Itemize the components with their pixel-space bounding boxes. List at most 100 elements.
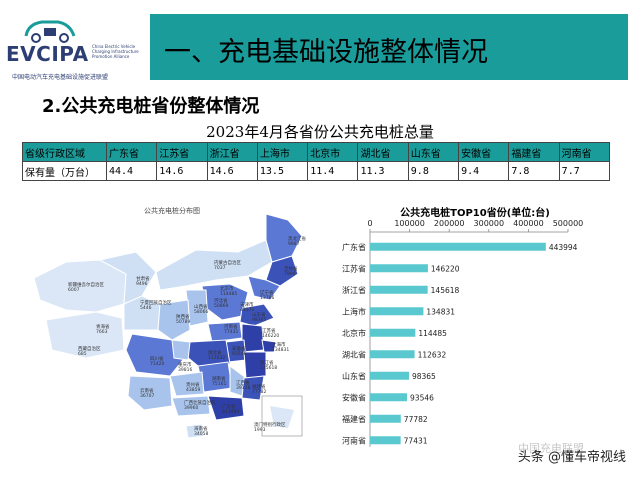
table-header-cell: 河南省 <box>558 142 611 162</box>
map-province-label: 重庆市 <box>178 361 192 368</box>
brand-english: China Electric Vehicle Charging Infrastr… <box>92 44 139 59</box>
category-label: 上海市 <box>342 306 366 316</box>
bar-value-label: 146220 <box>431 264 460 273</box>
map-province-label: 湖南省 <box>212 375 226 382</box>
map-province-value: 6007 <box>68 287 80 293</box>
map-province-label: 广东省 <box>222 403 236 410</box>
map-province-value: 50869 <box>214 303 228 309</box>
map-province-label: 天津市 <box>240 301 254 308</box>
bar <box>370 264 428 273</box>
map-province-value: 50789 <box>176 319 190 325</box>
map-province-value: 443994 <box>222 409 239 415</box>
map-province-label: 西藏自治区 <box>78 345 101 352</box>
map-province-value: 7663 <box>96 329 108 335</box>
category-label: 山东省 <box>342 371 366 381</box>
map-province-label: 辽宁省 <box>260 289 274 296</box>
bar <box>370 328 416 337</box>
map-province-value: 39128 <box>236 385 250 391</box>
bar-value-label: 93546 <box>410 393 434 402</box>
bar-value-label: 77782 <box>404 415 428 424</box>
distribution-map: 黑龙江省 9887 吉林省 7994 辽宁省 13786 内蒙古自治区 7037 北京市 1144… <box>26 200 318 458</box>
table-header-row: 省级行政区域 广东省 江苏省 浙江省 上海市 北京市 湖北省 山东省 安徽省 福… <box>22 142 611 162</box>
title-bar: 一、充电基础设施整体情况 <box>150 14 628 80</box>
map-province-label: 安徽省 <box>232 345 246 352</box>
map-province-label: 山东省 <box>252 311 266 318</box>
x-tick-label: 0 <box>367 219 372 228</box>
table-header-cell: 上海市 <box>256 142 309 162</box>
category-label: 浙江省 <box>342 285 366 295</box>
table-cell: 14.6 <box>206 161 258 181</box>
table-header-cell: 广东省 <box>105 142 158 162</box>
x-tick-label: 200000 <box>434 219 465 228</box>
map-province-label: 内蒙古自治区 <box>214 259 241 266</box>
map-province-label: 江西省 <box>236 379 250 386</box>
map-province-value: 77782 <box>252 389 266 395</box>
bar <box>370 285 428 294</box>
category-label: 福建省 <box>342 414 366 424</box>
map-province-value: 134831 <box>272 347 289 353</box>
evcipa-logo: EVCIPA China Electric Vehicle Charging I… <box>4 10 144 84</box>
bar <box>370 414 401 423</box>
table-cell: 11.3 <box>357 161 409 181</box>
map-province-label: 广西壮族自治区 <box>184 399 216 406</box>
map-province-value: 75161 <box>212 381 226 387</box>
bar <box>370 242 546 251</box>
x-tick-label: 300000 <box>474 219 505 228</box>
table-header-cell: 福建省 <box>508 142 560 162</box>
table-cell: 9.4 <box>458 161 510 181</box>
map-province-label: 青海省 <box>96 323 110 330</box>
table-cell: 13.5 <box>256 161 309 181</box>
province-table: 省级行政区域 广东省 江苏省 浙江省 上海市 北京市 湖北省 山东省 安徽省 福… <box>22 142 611 181</box>
map-province-label: 福建省 <box>252 383 266 390</box>
category-label: 安徽省 <box>342 392 366 402</box>
chart-title: 公共充电桩TOP10省份(单位:台) <box>400 208 550 219</box>
table-row: 保有量（万台） 44.4 14.6 14.6 13.5 11.4 11.3 9.… <box>22 161 611 181</box>
map-province-label: 浙江省 <box>260 359 274 366</box>
map-province-value: 39960 <box>184 405 198 411</box>
bar-value-label: 98365 <box>412 372 436 381</box>
section-title: 2.公共充电桩省份整体情况 <box>42 96 260 117</box>
map-province-label: 上海市 <box>272 341 286 348</box>
map-province-label: 陕西省 <box>176 313 190 320</box>
category-label: 广东省 <box>342 242 366 252</box>
map-province-label: 贵州省 <box>186 381 200 388</box>
table-header-cell: 安徽省 <box>458 142 510 162</box>
map-province-value: 43571 <box>240 307 254 313</box>
bar-chart-svg: 0 100000 200000 300000 400000 500000 广东省 443994… <box>342 219 584 447</box>
map-province-value: 43859 <box>186 387 200 393</box>
brand-name: EVCIPA <box>6 42 89 66</box>
map-province-value: 5446 <box>140 305 152 311</box>
table-row-label: 保有量（万台） <box>22 161 107 181</box>
map-province-value: 1993 <box>254 427 266 433</box>
brand-chinese: 中国电动汽车充电基础设施促进联盟 <box>12 74 109 81</box>
bar <box>370 307 424 316</box>
bar <box>370 371 409 380</box>
x-tick-label: 500000 <box>553 219 584 228</box>
category-label: 北京市 <box>342 328 366 338</box>
x-tick-label: 100000 <box>394 219 425 228</box>
table-cell: 9.8 <box>407 161 460 181</box>
map-province-value: 34058 <box>194 431 208 437</box>
table-header-cell: 北京市 <box>307 142 359 162</box>
category-label: 湖北省 <box>342 349 366 359</box>
table-cell: 11.4 <box>307 161 359 181</box>
map-province-value: 39816 <box>178 367 192 373</box>
car-plug-icon <box>24 20 76 43</box>
map-province-value: 98365 <box>252 317 266 323</box>
table-header-cell: 江苏省 <box>156 142 208 162</box>
bar-value-label: 77431 <box>404 436 428 445</box>
map-province-value: 9496 <box>136 281 148 287</box>
category-label: 河南省 <box>342 435 366 445</box>
map-province-value: 146220 <box>262 333 279 339</box>
bar-value-label: 443994 <box>549 243 578 252</box>
watermark: 头条 @懂车帝视线 <box>517 450 626 465</box>
map-province-value: 58066 <box>194 309 208 315</box>
table-cell: 7.7 <box>558 161 611 181</box>
map-province-value: 7994 <box>284 271 296 277</box>
map-province-value: 71420 <box>150 361 164 367</box>
map-province-label: 黑龙江省 <box>288 235 306 242</box>
map-title: 公共充电桩分布图 <box>144 207 200 215</box>
map-province-label: 海南省 <box>194 425 208 432</box>
table-cell: 7.8 <box>508 161 560 181</box>
